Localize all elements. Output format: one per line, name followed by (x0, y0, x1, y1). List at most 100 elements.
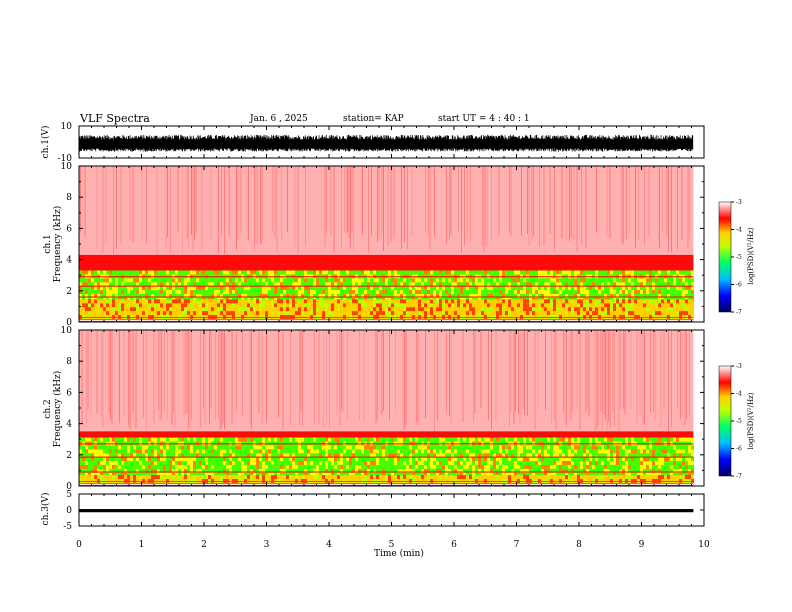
ch1-spectrogram-cell (160, 299, 163, 304)
ch1-spectrogram-cell (556, 270, 559, 275)
ch1-spectrogram-cell (298, 278, 301, 283)
ch1-spectrogram-cell (238, 303, 241, 308)
ch1-spectrogram-cell (298, 290, 301, 294)
ch1-spectrogram-cell (373, 290, 376, 294)
ch2-spectrogram-cell (412, 445, 415, 450)
ch1-spectrogram-cell (631, 270, 634, 275)
ch2-spectrogram-cell (337, 464, 340, 469)
ch2-spectrogram-cell (493, 457, 496, 462)
ch2-spectrogram-cell (202, 453, 205, 458)
ch1-spectrogram-cell (427, 307, 430, 312)
ch2-spectrogram-cell (361, 461, 364, 465)
ch2-spectrogram-cell (367, 445, 370, 450)
ch1-spectrogram-cell (613, 311, 616, 315)
ch2-spectrogram-cell (190, 457, 193, 462)
ch1-spectrogram-cell (667, 311, 670, 315)
ch2-spectrogram-cell (382, 453, 385, 458)
ch1-spectrogram-cell (325, 303, 328, 308)
ch1-spectrogram-cell (319, 278, 322, 283)
ch1-spectrogram-cell (430, 307, 433, 312)
ch2-spectrogram-cell (484, 453, 487, 458)
ch2-spectrogram-cell (304, 437, 307, 442)
ch1-spectrogram-cell (229, 311, 232, 315)
ch1-spectrogram-cell (526, 307, 529, 312)
ch2-spectrogram-cell (325, 457, 328, 462)
ch2-spectrogram-cell (256, 457, 259, 462)
ch2-spectrogram-cell (220, 461, 223, 465)
ch1-spectrogram-cell (172, 311, 175, 315)
ch1-spectrogram-cell (238, 293, 241, 298)
ch2-spectrogram-cell (313, 468, 316, 473)
ch1-spectrogram-cell (568, 270, 571, 275)
ch1-spectrogram-cell (106, 314, 109, 319)
ch1-spectrogram-cell (229, 286, 232, 291)
ch1-spectrogram-cell (193, 307, 196, 312)
ch1-spectrogram-cell (547, 286, 550, 291)
ch2-spectrogram-cell (118, 472, 121, 477)
ch2-spectrogram-cell (388, 468, 391, 473)
ch2-spectrogram-cell (94, 457, 97, 462)
ch1-spectrogram-cell (121, 290, 124, 294)
ch1-spectrogram-cell (328, 278, 331, 283)
ch2-spectrogram-cell (82, 464, 85, 469)
ch2-spectrogram-cell (505, 453, 508, 458)
ch1-spectrogram-cell (613, 303, 616, 308)
ch1-spectrogram-cell (562, 278, 565, 283)
ch2-spectrogram-cell (307, 464, 310, 469)
ch2-spectrogram-cell (154, 468, 157, 473)
ch2-spectrogram-cell (388, 457, 391, 462)
ch1-spectrogram-cell (547, 270, 550, 275)
ch1-spectrogram-cell (616, 290, 619, 294)
ch1-spectrogram-cell (661, 286, 664, 291)
ch1-spectrogram-cell (652, 311, 655, 315)
ch1-spectrogram-cell (649, 293, 652, 298)
ch1-spectrogram-cell (313, 299, 316, 304)
ch1-spectrogram-cell (349, 286, 352, 291)
ch1-spectrogram-cell (487, 299, 490, 304)
ch1-spectrogram-cell (598, 290, 601, 294)
ch2-spectrogram-cell (442, 461, 445, 465)
ch2-spectrogram-cell (601, 472, 604, 477)
ch1-spectrogram-cell (412, 282, 415, 287)
ch2-spectrogram-cell (508, 449, 511, 454)
ch1-spectrogram-cell (307, 282, 310, 287)
ch2-spectrogram-cell (373, 464, 376, 469)
ch2-spectrogram-cell (397, 461, 400, 465)
ch2-spectrogram-cell (436, 449, 439, 454)
ch1-spectrogram-cell (499, 278, 502, 283)
ch2-spectrogram-cell (355, 453, 358, 458)
ch1-spectrogram-cell (406, 303, 409, 308)
ch1-spectrogram-cell (259, 311, 262, 315)
ch1-spectrogram-cell (196, 286, 199, 291)
ch2-spectrogram-cell (361, 472, 364, 477)
ch1-spectrogram-cell (436, 278, 439, 283)
ch1-spectrogram-cell (364, 282, 367, 287)
ch2-spectrogram-cell (202, 468, 205, 473)
ch1-spectrogram-cell (427, 282, 430, 287)
ch1-spectrogram-cell (469, 290, 472, 294)
ch2-spectrogram-cell (259, 453, 262, 458)
ch1-spectrogram-cell (373, 311, 376, 315)
ch1-spectrogram-cell (334, 286, 337, 291)
ch2-spectrogram-cell (406, 457, 409, 462)
ch2-spectrogram-cell (91, 449, 94, 454)
ch1-spectrogram-cell (643, 286, 646, 291)
ch1-spectrogram-cell (679, 270, 682, 275)
ch2-spectrogram-cell (517, 437, 520, 442)
ch2-spectrogram-cell (577, 437, 580, 442)
ch1-spectrogram-cell (469, 293, 472, 298)
ch2-spectrogram-cell (319, 472, 322, 477)
ch1-spectrogram-cell (610, 303, 613, 308)
ch2-spectrogram-cell (394, 464, 397, 469)
ch1-spectrogram-cell (286, 303, 289, 308)
ch2-spectrogram-cell (124, 464, 127, 469)
ch1-spectrogram-cell (649, 303, 652, 308)
ch1-spectrogram-cell (166, 290, 169, 294)
ch1-spectrogram-cell (379, 311, 382, 315)
ch2-spectrogram-cell (601, 468, 604, 473)
ch2-spectrogram-cell (382, 468, 385, 473)
ch2-spectrogram-cell (187, 445, 190, 450)
ch1-spectrogram-cell (244, 303, 247, 308)
ch2-spectrogram-cell (547, 457, 550, 462)
ch1-spectrogram-cell (331, 314, 334, 319)
